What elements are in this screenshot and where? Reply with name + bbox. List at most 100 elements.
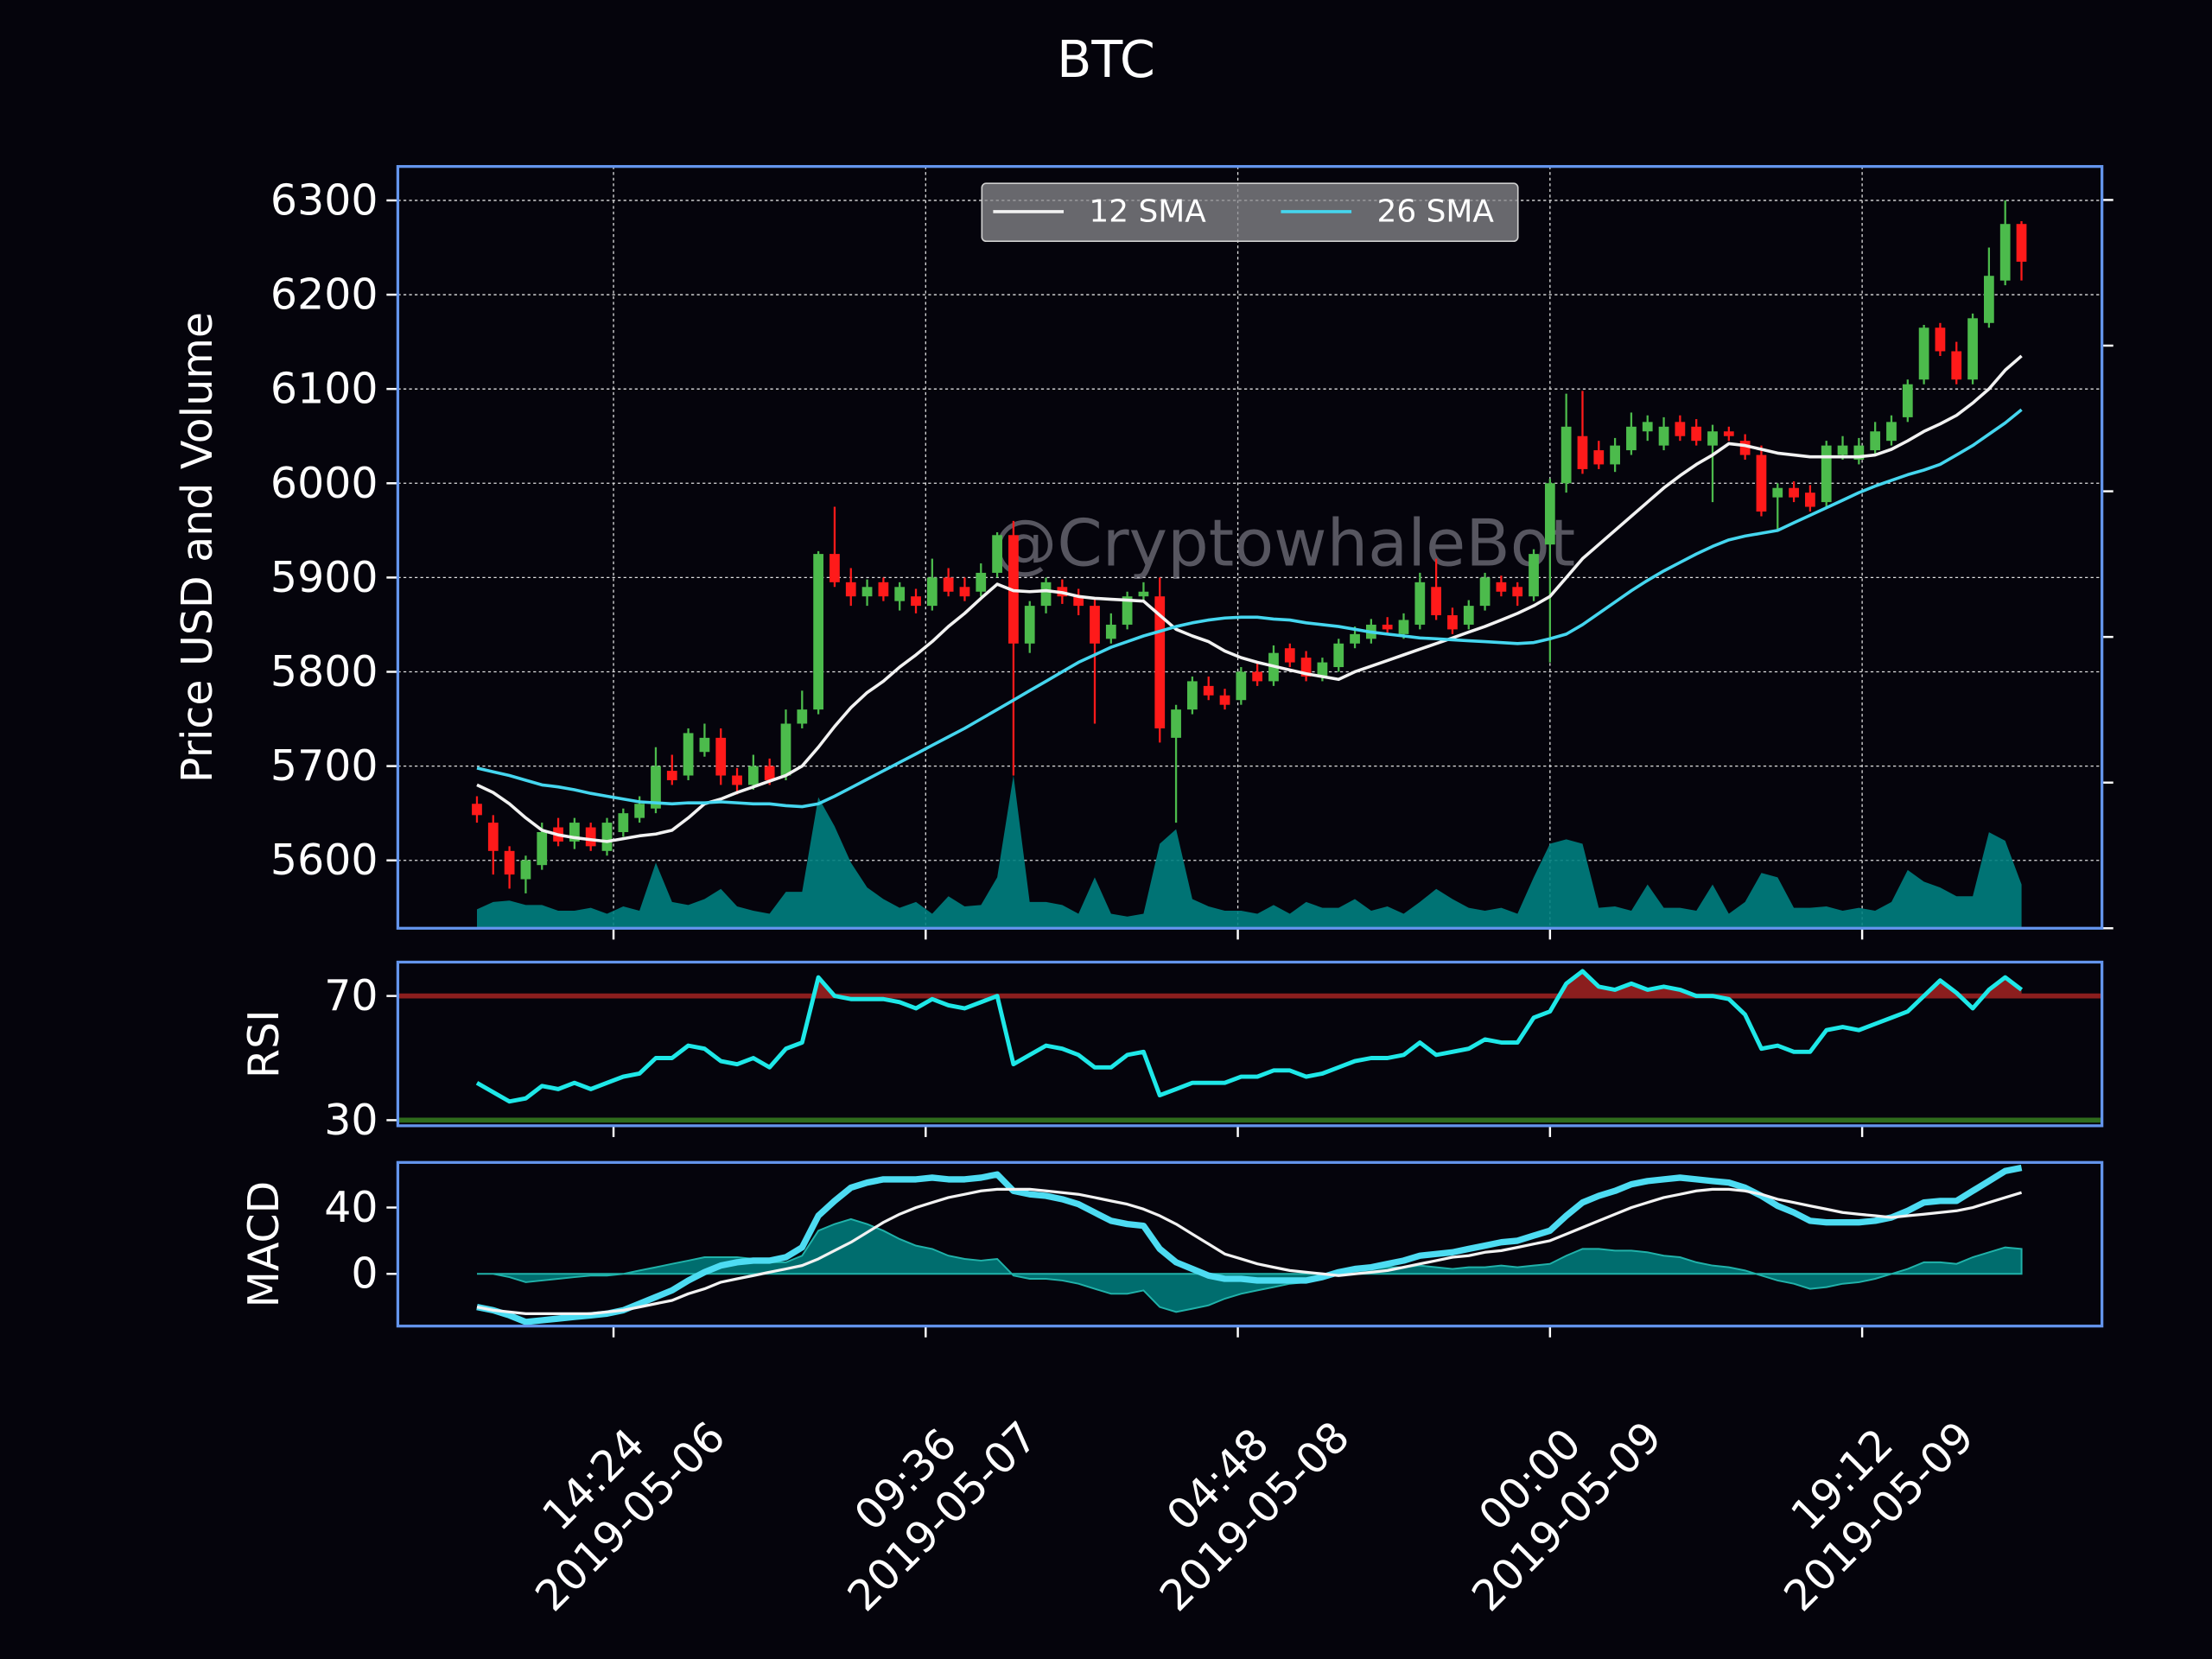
sma-line <box>476 354 2023 843</box>
candle-body <box>1560 426 1572 484</box>
candle-body <box>601 823 613 851</box>
candle-body <box>1138 591 1149 597</box>
candle-body <box>504 850 515 875</box>
candle-body <box>1350 633 1360 644</box>
candle-body <box>1658 426 1669 446</box>
candle-body <box>1496 582 1507 592</box>
y-tick-label: 5800 <box>270 647 378 696</box>
candle-body <box>1187 681 1198 710</box>
candle-body <box>878 582 889 597</box>
candle-body <box>1870 431 1881 451</box>
candle-body <box>1479 577 1491 607</box>
candle-body <box>1333 643 1344 668</box>
candle-body <box>520 860 531 880</box>
candle-body <box>1024 606 1035 644</box>
legend-label: 26 SMA <box>1376 194 1494 229</box>
candle-body <box>1984 276 1994 323</box>
candle-body <box>1398 620 1409 634</box>
y-tick-label: 6300 <box>270 175 378 225</box>
candle-body <box>1707 431 1718 446</box>
panel-border <box>396 1160 2104 1328</box>
candle-body <box>666 771 677 780</box>
candle-body <box>1463 606 1474 625</box>
candle-body <box>683 733 694 776</box>
volume-area <box>477 775 2022 929</box>
candle-body <box>861 587 873 597</box>
candle-body <box>618 813 629 832</box>
macd-line <box>476 1187 2023 1315</box>
chart-title: BTC <box>1057 29 1155 89</box>
candle-body <box>780 723 791 776</box>
candle-body <box>732 775 742 785</box>
candle-body <box>699 737 710 753</box>
candle-body <box>1951 351 1962 380</box>
candle-body <box>1853 445 1865 460</box>
candle-body <box>634 804 645 818</box>
macd-histogram <box>477 1217 2023 1313</box>
candle-body <box>1626 426 1637 451</box>
sma-line <box>476 408 2023 809</box>
candle-body <box>1236 671 1247 701</box>
candle-body <box>926 577 938 607</box>
candle-body <box>797 709 808 724</box>
legend-label: 12 SMA <box>1089 194 1206 229</box>
candle-body <box>1219 695 1230 705</box>
candle-body <box>1382 624 1393 630</box>
candle-body <box>1577 435 1588 469</box>
y-tick-label: 30 <box>324 1096 378 1145</box>
watermark: @CryptowhaleBot <box>992 505 1575 582</box>
candle-body <box>1414 582 1426 625</box>
candle-body <box>1805 493 1815 507</box>
candle-body <box>1642 422 1653 432</box>
candle-body <box>976 572 987 592</box>
candle-body <box>537 831 548 866</box>
candle-body <box>2016 224 2027 262</box>
candle-body <box>1447 615 1458 630</box>
candle-body <box>1154 596 1166 728</box>
candle-body <box>1675 422 1686 436</box>
y-axis-label: RSI <box>239 1009 289 1078</box>
candle-body <box>1999 224 2011 281</box>
candle-body <box>1723 431 1734 436</box>
candle-body <box>1040 582 1052 607</box>
candle-body <box>487 823 499 851</box>
candle-body <box>1593 450 1605 465</box>
candle-body <box>992 535 1002 573</box>
candle-body <box>943 577 954 592</box>
candle-body <box>1772 487 1783 498</box>
y-tick-label: 5700 <box>270 741 378 791</box>
y-tick-label: 40 <box>324 1183 378 1232</box>
candle-body <box>1691 426 1702 442</box>
y-tick-label: 6000 <box>270 459 378 508</box>
candle-body <box>1317 662 1328 677</box>
candle-body <box>1967 318 1978 380</box>
y-tick-label: 6200 <box>270 270 378 320</box>
candle-body <box>715 737 727 776</box>
y-axis-label: MACD <box>239 1181 289 1308</box>
candle-body <box>1902 384 1913 417</box>
candle-body <box>1610 445 1620 465</box>
candle-body <box>911 596 921 607</box>
candle-body <box>959 587 970 597</box>
panel-border <box>396 165 2104 930</box>
candle-body <box>651 766 661 809</box>
candle-body <box>1171 709 1181 738</box>
candle-body <box>1284 648 1295 663</box>
candle-body <box>1918 327 1929 380</box>
y-tick-label: 5900 <box>270 553 378 602</box>
legend: 12 SMA 26 SMA <box>981 182 1519 242</box>
candle-body <box>894 587 906 601</box>
candle-body <box>1756 454 1767 512</box>
candle-body <box>830 554 840 582</box>
candle-body <box>1512 587 1523 597</box>
candle-body <box>1122 596 1133 625</box>
y-tick-label: 0 <box>351 1249 378 1299</box>
candle-body <box>1300 658 1312 677</box>
candle-body <box>1544 483 1555 545</box>
candle-body <box>1739 441 1751 455</box>
candle-body <box>813 554 823 710</box>
candle-body <box>1935 327 1946 352</box>
